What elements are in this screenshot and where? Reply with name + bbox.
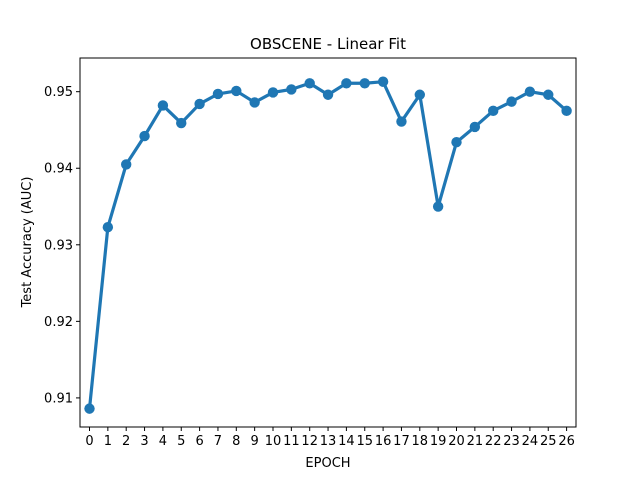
y-axis-title: Test Accuracy (AUC) (20, 177, 35, 309)
x-tick-label: 16 (375, 434, 392, 449)
x-tick-label: 20 (448, 434, 465, 449)
plot-area (84, 76, 572, 414)
data-point (322, 89, 334, 100)
x-tick-label: 25 (540, 434, 557, 449)
x-tick-label: 15 (356, 434, 373, 449)
data-point (139, 130, 150, 142)
x-axis: 0 1 2 3 4 5 6 7 8 9 10 11 12 13 14 15 16 17 18 19 20 21 22 23 24… (85, 427, 575, 449)
data-point (396, 116, 407, 127)
x-tick-label: 19 (430, 434, 447, 449)
data-point (506, 96, 517, 107)
x-tick-label: 10 (265, 434, 282, 449)
data-point (377, 76, 389, 87)
data-point (432, 201, 444, 212)
data-point (194, 98, 205, 110)
data-point (121, 159, 132, 170)
x-tick-label: 12 (301, 434, 318, 449)
y-tick-label: 0.92 (44, 315, 73, 330)
x-tick-label: 3 (140, 434, 148, 449)
data-point (359, 78, 370, 89)
chart-title: OBSCENE - Linear Fit (250, 35, 406, 53)
x-tick-label: 4 (159, 434, 167, 449)
data-point (561, 105, 572, 117)
x-tick-label: 7 (214, 434, 222, 449)
data-point (249, 97, 260, 108)
plot-frame (79, 57, 577, 428)
data-point (286, 84, 297, 95)
data-point (543, 89, 554, 100)
data-point (267, 87, 279, 98)
x-tick-label: 11 (283, 434, 300, 449)
data-point (176, 117, 187, 129)
x-tick-label: 5 (177, 434, 185, 449)
x-tick-label: 1 (104, 434, 112, 449)
x-tick-label: 6 (195, 434, 203, 449)
x-tick-label: 23 (503, 434, 520, 449)
x-tick-label: 21 (467, 434, 484, 449)
data-point (488, 105, 499, 117)
x-tick-label: 14 (338, 434, 355, 449)
data-point (414, 89, 425, 100)
x-tick-label: 24 (522, 434, 539, 449)
data-point (212, 88, 224, 100)
data-point (157, 100, 169, 111)
x-tick-label: 0 (85, 434, 93, 449)
x-tick-label: 17 (393, 434, 410, 449)
x-tick-label: 18 (412, 434, 429, 449)
data-point (304, 78, 315, 89)
x-axis-title: EPOCH (305, 456, 350, 471)
y-axis: 0.91 0.92 0.93 0.94 0.95 (44, 85, 80, 406)
y-tick-label: 0.94 (44, 162, 73, 177)
x-tick-label: 9 (251, 434, 259, 449)
data-point (231, 85, 242, 97)
x-tick-label: 26 (558, 434, 575, 449)
data-point (451, 137, 462, 148)
x-tick-label: 22 (485, 434, 502, 449)
series-line (87, 80, 569, 411)
x-tick-label: 8 (232, 434, 240, 449)
y-tick-label: 0.93 (44, 238, 73, 253)
data-point (341, 78, 352, 89)
y-tick-label: 0.95 (44, 85, 73, 100)
x-tick-label: 2 (122, 434, 130, 449)
data-point (469, 121, 481, 133)
data-point (84, 403, 95, 414)
data-point (102, 221, 114, 233)
y-tick-label: 0.91 (44, 391, 73, 406)
data-point (524, 86, 536, 97)
x-tick-label: 13 (320, 434, 337, 449)
